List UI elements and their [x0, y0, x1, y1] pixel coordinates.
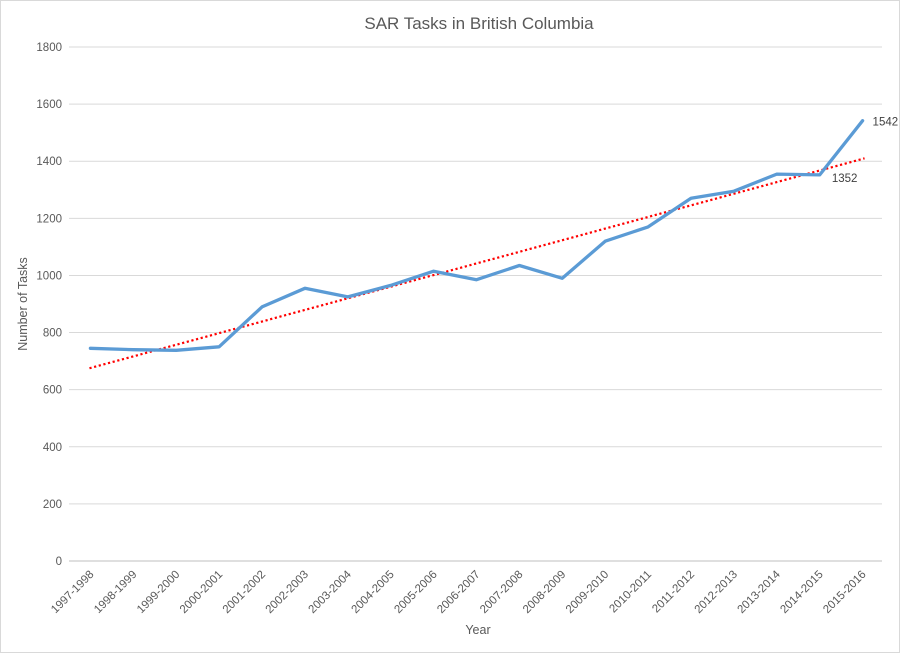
x-tick-label: 2001-2002 — [221, 569, 268, 616]
data-label-1352: 1352 — [832, 173, 858, 185]
x-tick-label: 2006-2007 — [435, 569, 482, 616]
y-tick-label: 1600 — [36, 99, 62, 111]
x-tick-label: 1997-1998 — [49, 569, 96, 616]
x-tick-label: 2008-2009 — [521, 569, 568, 616]
x-tick-label: 2013-2014 — [736, 568, 784, 616]
y-tick-label: 600 — [43, 385, 62, 397]
x-tick-label: 2012-2013 — [693, 569, 740, 616]
x-tick-label: 2007-2008 — [478, 569, 525, 616]
x-tick-label: 2002-2003 — [264, 569, 311, 616]
y-axis-tick-labels: 0 200 400 600 800 1000 1200 1400 1600 1800 — [36, 42, 62, 568]
y-tick-label: 1800 — [36, 42, 62, 54]
chart-title: SAR Tasks in British Columbia — [364, 14, 594, 33]
x-tick-label: 2014-2015 — [778, 569, 825, 616]
trendline — [89, 157, 865, 370]
data-label-1542: 1542 — [873, 117, 899, 129]
x-tick-label: 2010-2011 — [607, 569, 654, 616]
x-tick-label: 1999-2000 — [135, 569, 182, 616]
x-axis-tick-labels: 1997-19981998-19991999-20002000-20012001… — [49, 568, 868, 616]
x-tick-label: 2004-2005 — [349, 569, 396, 616]
x-tick-label: 2009-2010 — [564, 569, 611, 616]
x-tick-label: 2005-2006 — [392, 569, 439, 616]
y-axis-title: Number of Tasks — [16, 257, 30, 351]
x-tick-label: 2011-2012 — [650, 569, 697, 616]
y-tick-label: 1000 — [36, 270, 62, 282]
series-line — [88, 119, 865, 352]
y-tick-label: 1400 — [36, 156, 62, 168]
x-tick-label: 2000-2001 — [178, 569, 225, 616]
y-tick-label: 200 — [43, 499, 62, 511]
data-labels: 1352 1542 — [832, 117, 898, 185]
y-tick-label: 1200 — [36, 213, 62, 225]
y-tick-label: 0 — [56, 556, 62, 568]
x-axis-title: Year — [465, 623, 490, 637]
gridlines — [69, 46, 882, 562]
y-tick-label: 800 — [43, 328, 62, 340]
y-tick-label: 400 — [43, 442, 62, 454]
x-tick-label: 1998-1999 — [92, 569, 139, 616]
x-tick-label: 2015-2016 — [821, 569, 868, 616]
x-tick-label: 2003-2004 — [307, 568, 355, 616]
